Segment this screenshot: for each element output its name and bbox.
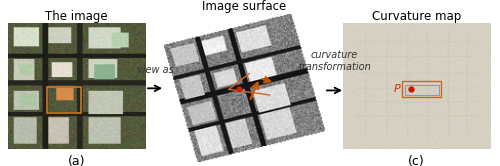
Title: The image: The image (45, 10, 108, 23)
Text: P: P (394, 84, 400, 94)
Text: view as: view as (136, 65, 173, 75)
Bar (402, 81, 442, 97)
Bar (47, 87, 82, 113)
Text: curvature
transformation: curvature transformation (298, 50, 371, 72)
Title: Curvature map: Curvature map (372, 10, 461, 23)
X-axis label: (a): (a) (68, 155, 85, 166)
X-axis label: (c): (c) (408, 155, 424, 166)
Title: Image surface: Image surface (202, 0, 286, 13)
Bar (404, 85, 439, 95)
